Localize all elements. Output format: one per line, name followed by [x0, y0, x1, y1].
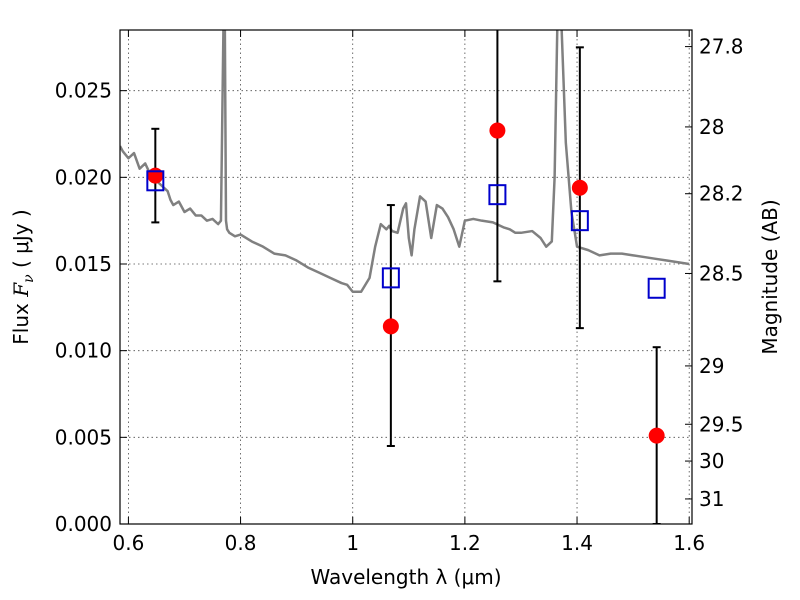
plot-frame	[119, 29, 693, 525]
y-axis-ticks: 0.000 0.005 0.010 0.015 0.020 0.025	[55, 79, 127, 536]
right-tick-label: 30	[699, 449, 724, 473]
y-axis-title-prefix: Flux	[9, 297, 33, 345]
model-photometry-square	[570, 210, 589, 232]
model-photometry-square	[146, 170, 165, 192]
y-axis-title-suffix: ( μJy )	[9, 209, 33, 274]
y-axis-title-symbol: F	[9, 282, 33, 298]
x-tick-label: 0.6	[113, 531, 145, 555]
model-photometry-square	[381, 267, 400, 289]
right-tick-label: 29.5	[699, 412, 744, 436]
right-tick-label: 28.2	[699, 182, 744, 206]
right-axis-title: Magnitude (AB)	[758, 199, 782, 354]
x-tick-label: 1.6	[673, 531, 705, 555]
right-tick-label: 28.5	[699, 261, 744, 285]
model-photometry-square	[647, 277, 666, 299]
observed-flux-point	[489, 122, 506, 139]
y-axis-title: Flux Fν ( μJy )	[9, 209, 37, 344]
x-tick-label: 1.4	[561, 531, 593, 555]
y-tick-label: 0.010	[55, 339, 112, 363]
observed-flux-point	[382, 318, 399, 335]
observed-flux-point	[648, 427, 665, 444]
y-tick-label: 0.000	[55, 512, 112, 536]
right-axis-ticks: 27.8 28 28.2 28.5 29 29.5 30 31	[685, 35, 744, 511]
x-tick-label: 0.8	[225, 531, 257, 555]
model-photometry-squares	[146, 170, 666, 299]
right-tick-label: 31	[699, 487, 724, 511]
x-axis-ticks: 0.6 0.8 1 1.2 1.4 1.6	[113, 30, 705, 555]
observed-flux-point	[571, 179, 588, 196]
y-tick-label: 0.025	[55, 79, 112, 103]
x-tick-label: 1	[346, 531, 359, 555]
right-tick-label: 28	[699, 115, 724, 139]
model-photometry-square	[488, 184, 507, 206]
y-tick-label: 0.015	[55, 252, 112, 276]
model-spectrum-line	[120, 30, 690, 293]
y-axis-title-subscript: ν	[21, 274, 37, 283]
y-tick-label: 0.020	[55, 165, 112, 189]
right-tick-label: 27.8	[699, 35, 744, 59]
x-tick-label: 1.2	[449, 531, 481, 555]
right-tick-label: 29	[699, 354, 724, 378]
x-axis-title: Wavelength λ (μm)	[310, 565, 501, 589]
y-tick-label: 0.005	[55, 425, 112, 449]
